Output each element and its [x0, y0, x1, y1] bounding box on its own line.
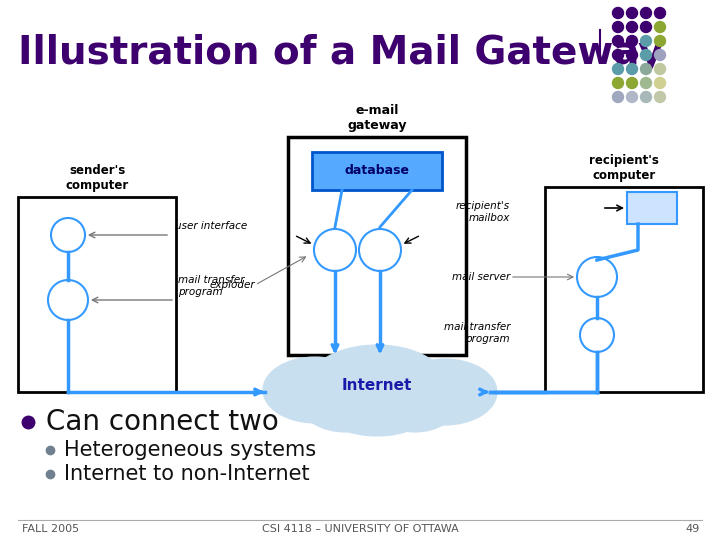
Circle shape: [641, 22, 652, 32]
Bar: [627, 192, 677, 224]
Text: CSI 4118 – UNIVERSITY OF OTTAWA: CSI 4118 – UNIVERSITY OF OTTAWA: [261, 524, 459, 534]
Text: user interface: user interface: [175, 221, 247, 231]
Circle shape: [613, 22, 624, 32]
Circle shape: [359, 229, 401, 271]
Circle shape: [48, 280, 88, 320]
Circle shape: [626, 78, 637, 89]
Text: mail server: mail server: [451, 272, 510, 282]
Text: sender's
computer: sender's computer: [66, 164, 129, 192]
Bar: [545, 187, 703, 392]
Text: 49: 49: [685, 524, 700, 534]
Bar: [312, 152, 442, 190]
Text: Internet to non-Internet: Internet to non-Internet: [64, 464, 310, 484]
Bar: [288, 137, 466, 355]
Circle shape: [626, 91, 637, 103]
Circle shape: [654, 8, 665, 18]
Circle shape: [613, 78, 624, 89]
Text: e-mail
gateway: e-mail gateway: [347, 104, 407, 132]
Circle shape: [613, 8, 624, 18]
Text: Internet: Internet: [342, 377, 412, 393]
Circle shape: [641, 64, 652, 75]
Circle shape: [613, 36, 624, 46]
Circle shape: [641, 8, 652, 18]
Circle shape: [613, 50, 624, 60]
Text: recipient's
mailbox: recipient's mailbox: [456, 201, 510, 223]
Circle shape: [626, 50, 637, 60]
Ellipse shape: [263, 357, 367, 423]
Circle shape: [641, 91, 652, 103]
Ellipse shape: [322, 380, 432, 436]
Circle shape: [577, 257, 617, 297]
Text: exploder: exploder: [210, 280, 255, 290]
Circle shape: [654, 50, 665, 60]
Text: recipient's
computer: recipient's computer: [589, 154, 659, 182]
Circle shape: [654, 91, 665, 103]
Text: FALL 2005: FALL 2005: [22, 524, 79, 534]
Circle shape: [314, 229, 356, 271]
Circle shape: [626, 8, 637, 18]
Ellipse shape: [373, 376, 457, 432]
Circle shape: [641, 50, 652, 60]
Circle shape: [613, 64, 624, 75]
Circle shape: [626, 64, 637, 75]
Circle shape: [654, 78, 665, 89]
Text: Can connect two: Can connect two: [46, 408, 279, 436]
Circle shape: [654, 22, 665, 32]
Circle shape: [626, 36, 637, 46]
Text: mail transfer
program: mail transfer program: [444, 322, 510, 344]
Bar: [18, 197, 176, 392]
Circle shape: [641, 36, 652, 46]
Text: database: database: [344, 165, 410, 178]
Circle shape: [580, 318, 614, 352]
Circle shape: [641, 78, 652, 89]
Text: Illustration of a Mail Gateway: Illustration of a Mail Gateway: [18, 34, 664, 72]
Ellipse shape: [300, 372, 390, 432]
Circle shape: [613, 91, 624, 103]
Circle shape: [51, 218, 85, 252]
Ellipse shape: [393, 359, 497, 425]
Circle shape: [654, 36, 665, 46]
Circle shape: [654, 64, 665, 75]
Ellipse shape: [307, 345, 447, 425]
Text: Heterogeneous systems: Heterogeneous systems: [64, 440, 316, 460]
Circle shape: [626, 22, 637, 32]
Text: mail transfer
program: mail transfer program: [178, 275, 245, 297]
